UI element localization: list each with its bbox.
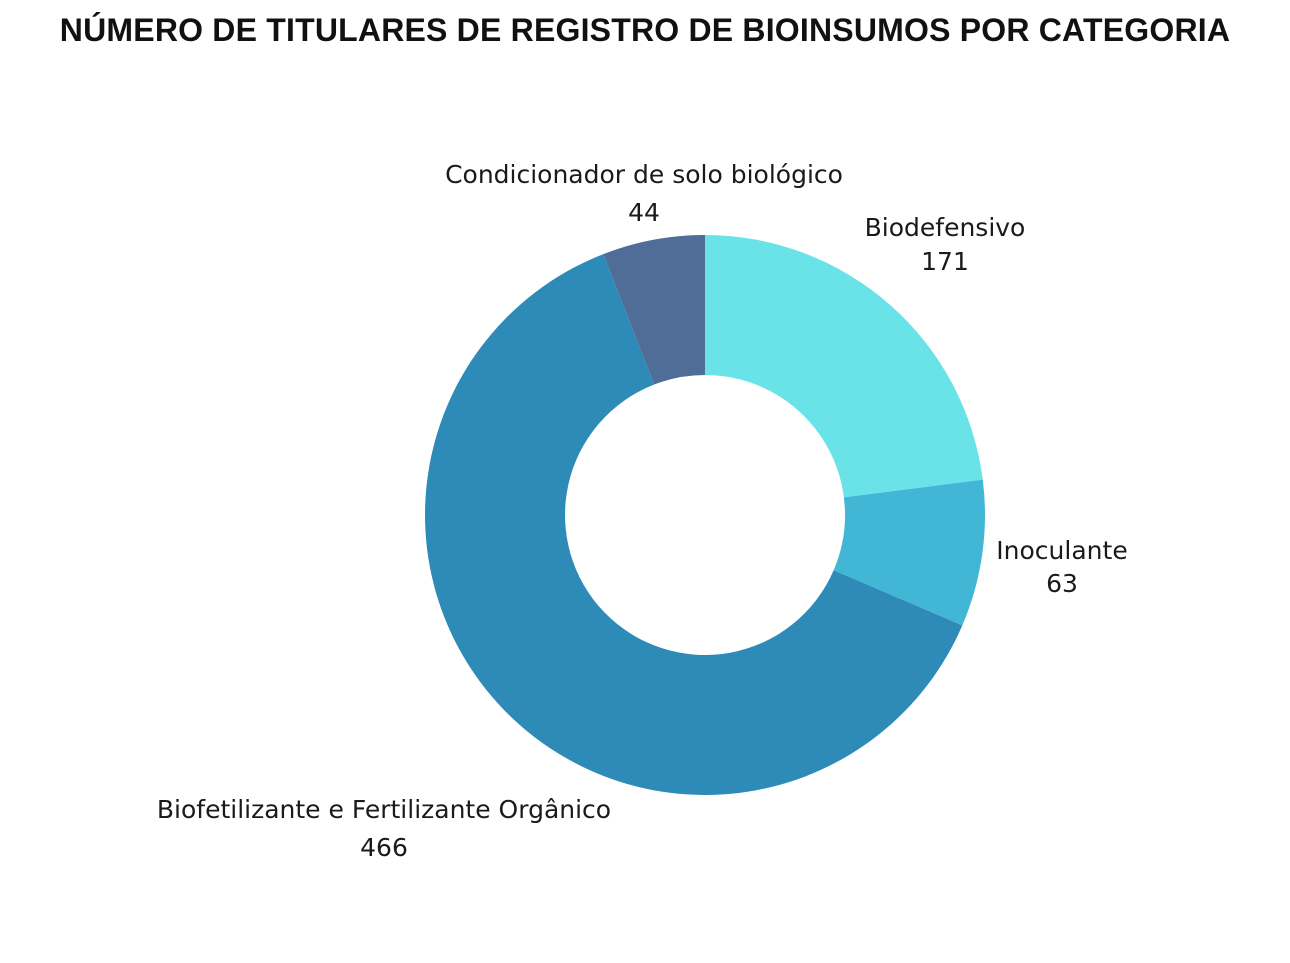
slice-value-2: 63 bbox=[1046, 569, 1078, 598]
slices-group bbox=[424, 235, 985, 796]
pie-slice-3 bbox=[424, 254, 963, 796]
slice-label-4: Condicionador de solo biológico bbox=[445, 160, 843, 189]
slice-value-3: 466 bbox=[360, 833, 408, 862]
chart-title: NÚMERO DE TITULARES DE REGISTRO DE BIOIN… bbox=[59, 12, 1231, 48]
pie-slice-4 bbox=[603, 235, 705, 385]
pie-slice-2 bbox=[833, 479, 985, 626]
slice-label-3: Biofetilizante e Fertilizante Orgânico bbox=[157, 795, 611, 824]
slice-label-2: Inoculante bbox=[996, 536, 1127, 565]
pie-slice-1 bbox=[705, 235, 983, 498]
slice-value-4: 44 bbox=[628, 198, 660, 227]
slice-value-1: 171 bbox=[921, 247, 969, 276]
slice-label-1: Biodefensivo bbox=[865, 213, 1026, 242]
labels-group: Biodefensivo 171 Inoculante 63 Biofetilizant… bbox=[157, 160, 1128, 862]
